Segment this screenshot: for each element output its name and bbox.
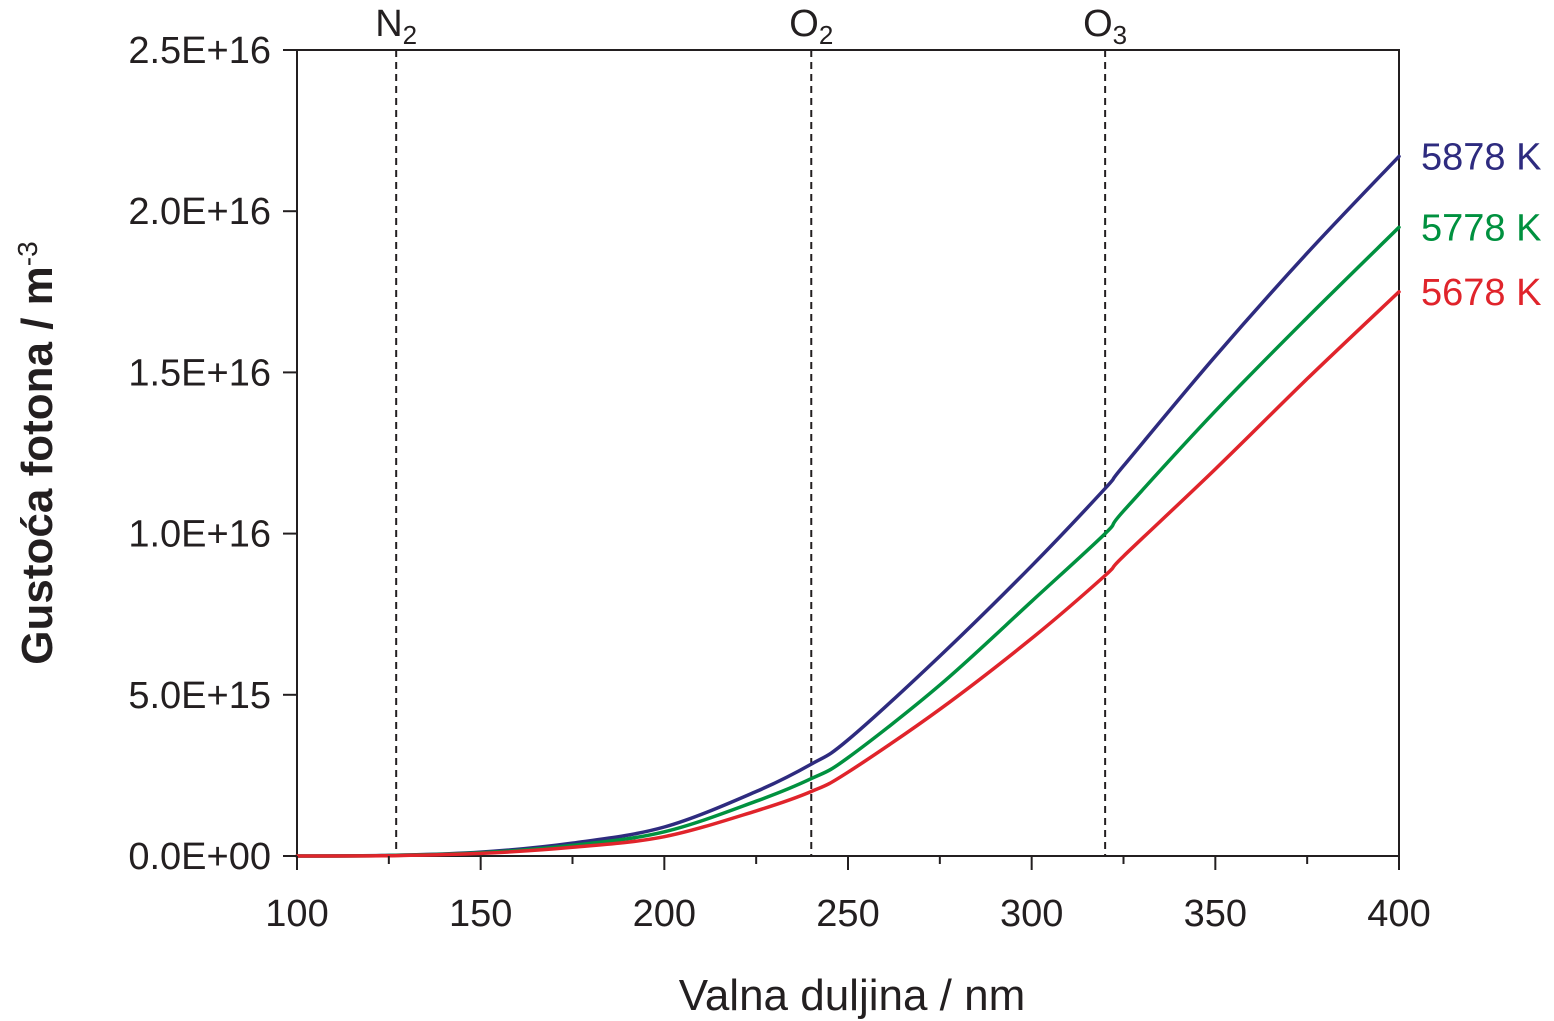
y-tick-label: 1.5E+16 [128, 352, 271, 394]
y-tick-label: 1.0E+16 [128, 514, 271, 556]
marker-lines: N2 O2 O3 [375, 3, 1127, 856]
x-tick-label: 350 [1184, 893, 1247, 935]
series-label-5678-k: 5678 K [1421, 272, 1541, 314]
x-tick-label: 200 [633, 893, 696, 935]
y-axis-title: Gustoća fotona / m-3 [12, 241, 63, 664]
series-line-5878-k [295, 154, 1401, 858]
marker-label-N2: N2 [375, 3, 417, 50]
series-label-5778-k: 5778 K [1421, 207, 1541, 249]
y-tick-label: 2.0E+16 [128, 191, 271, 233]
x-tick-label: 400 [1367, 893, 1430, 935]
series-line-5778-k [295, 225, 1401, 858]
y-axis: 0.0E+00 5.0E+15 1.0E+16 1.5E+16 2.0E+16 2.5E+… [128, 30, 297, 878]
y-tick-label: 5.0E+15 [128, 675, 271, 717]
series-labels: 5878 K 5778 K 5678 K [1421, 136, 1541, 313]
y-tick-label: 0.0E+00 [128, 836, 271, 878]
x-axis: 100 150 200 250 300 350 400 [265, 856, 1431, 935]
x-tick-label: 150 [449, 893, 512, 935]
x-axis-title: Valna duljina / nm [679, 971, 1026, 1020]
x-tick-label: 100 [265, 893, 328, 935]
y-axis-title-main: Gustoća fotona / m [13, 266, 62, 664]
x-tick-label: 300 [1000, 893, 1063, 935]
marker-label-O3: O3 [1083, 3, 1127, 50]
marker-label-O2: O2 [789, 3, 833, 50]
y-axis-title-sup: -3 [12, 241, 43, 266]
series-group [295, 154, 1401, 858]
series-line-5678-k [295, 290, 1401, 858]
series-label-5878-k: 5878 K [1421, 136, 1541, 178]
x-tick-label: 250 [816, 893, 879, 935]
y-tick-label: 2.5E+16 [128, 30, 271, 72]
